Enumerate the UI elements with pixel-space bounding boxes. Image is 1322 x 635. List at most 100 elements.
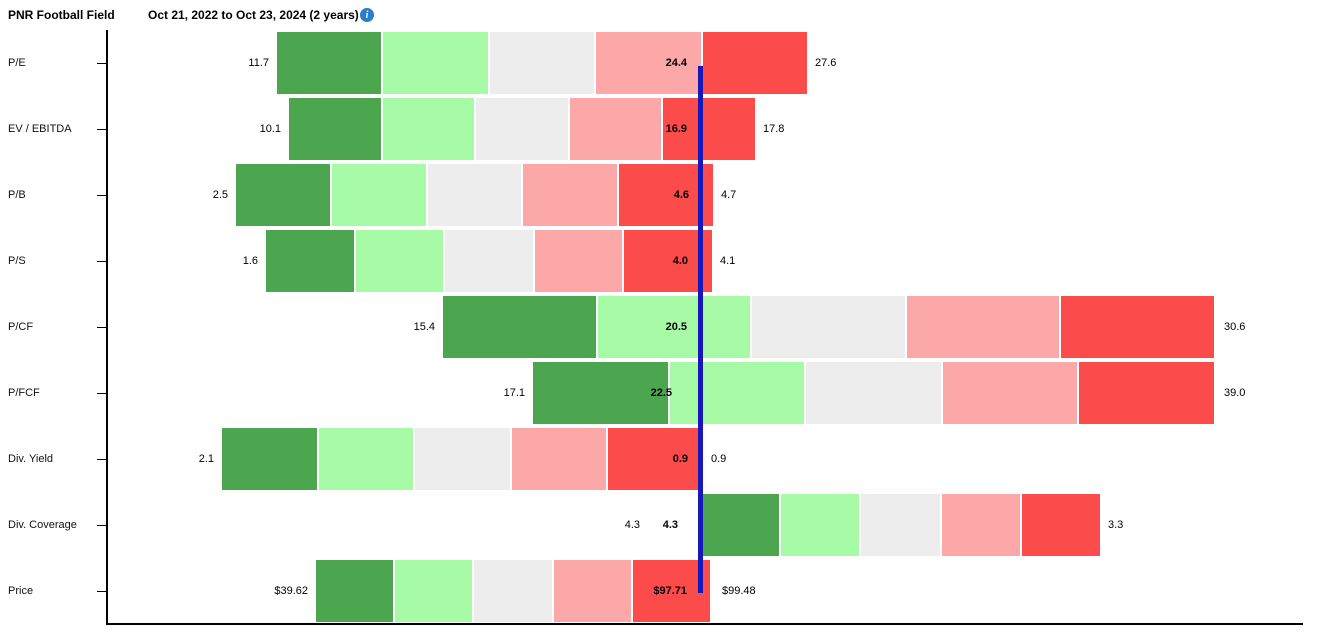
date-range-label: Oct 21, 2022 to Oct 23, 2024 (2 years): [148, 8, 359, 22]
high-value-label: 30.6: [1224, 321, 1246, 333]
value-bar: [533, 362, 1214, 424]
quintile-segment-green: [701, 494, 782, 556]
value-bar: [316, 560, 711, 622]
low-value-label: $39.62: [274, 585, 308, 597]
chart-row: EV / EBITDA 10.1 16.9 17.8: [0, 96, 1322, 162]
high-value-label: 0.9: [711, 453, 727, 465]
axis-tick: [97, 195, 106, 196]
info-icon[interactable]: i: [360, 8, 374, 22]
current-value-label: 20.5: [665, 321, 687, 333]
quintile-segment-gray: [806, 362, 943, 424]
quintile-segment-light-green: [318, 428, 416, 490]
quintile-segment-gray: [476, 98, 570, 160]
chart-row: Div. Yield 2.1 0.9 0.9: [0, 426, 1322, 492]
metric-label: P/B: [8, 189, 26, 201]
metric-label: Div. Yield: [8, 453, 54, 465]
current-value-label: $97.71: [653, 585, 687, 597]
y-axis-line: [106, 30, 108, 625]
quintile-segment-gray: [445, 230, 535, 292]
quintile-segment-light-red: [534, 230, 625, 292]
high-value-label: 39.0: [1224, 387, 1246, 399]
axis-tick: [97, 591, 106, 592]
chart-row: P/FCF 17.1 22.5 39.0: [0, 360, 1322, 426]
axis-tick: [97, 261, 106, 262]
quintile-segment-light-green: [781, 494, 862, 556]
axis-tick: [97, 459, 106, 460]
quintile-segment-light-red: [553, 560, 633, 622]
high-value-label: 27.6: [815, 57, 837, 69]
quintile-segment-green: [222, 428, 319, 490]
quintile-segment-green: [289, 98, 383, 160]
metric-label: Price: [8, 585, 34, 597]
quintile-segment-red: [624, 230, 712, 292]
value-bar: [266, 230, 712, 292]
chart-row: P/CF 15.4 20.5 30.6: [0, 294, 1322, 360]
value-bar: [443, 296, 1214, 358]
metric-label: EV / EBITDA: [8, 123, 72, 135]
chart-row: P/B 2.5 4.6 4.7: [0, 162, 1322, 228]
quintile-segment-red: [619, 164, 713, 226]
axis-tick: [97, 129, 106, 130]
current-value-label: 4.0: [672, 255, 688, 267]
high-value-label: $99.48: [722, 585, 756, 597]
current-value-label: 22.5: [650, 387, 672, 399]
low-value-label: 1.6: [242, 255, 258, 267]
quintile-segment-red: [632, 560, 711, 622]
quintile-segment-gray: [474, 560, 554, 622]
high-value-label: 17.8: [763, 123, 785, 135]
quintile-segment-gray: [861, 494, 942, 556]
low-value-label: 4.3: [624, 519, 640, 531]
quintile-segment-green: [266, 230, 356, 292]
current-value-label: 4.6: [673, 189, 689, 201]
quintile-segment-red: [1079, 362, 1214, 424]
value-bar: [222, 428, 703, 490]
quintile-segment-light-green: [395, 560, 475, 622]
value-bar: [277, 32, 808, 94]
quintile-segment-gray: [415, 428, 512, 490]
quintile-segment-gray: [427, 164, 524, 226]
axis-tick: [97, 63, 106, 64]
quintile-segment-light-green: [383, 32, 490, 94]
quintile-segment-red: [1061, 296, 1214, 358]
chart-row: Div. Coverage 4.3 4.3 3.3: [0, 492, 1322, 558]
quintile-segment-green: [277, 32, 384, 94]
quintile-segment-green: [316, 560, 396, 622]
axis-tick: [97, 393, 106, 394]
current-value-line: [698, 66, 703, 593]
quintile-segment-light-red: [511, 428, 609, 490]
low-value-label: 17.1: [503, 387, 525, 399]
quintile-segment-light-red: [906, 296, 1062, 358]
low-value-label: 2.1: [198, 453, 214, 465]
current-value-label: 4.3: [662, 519, 678, 531]
chart-header: PNR Football Field Oct 21, 2022 to Oct 2…: [0, 0, 1322, 30]
quintile-segment-green: [236, 164, 332, 226]
low-value-label: 2.5: [212, 189, 228, 201]
quintile-segment-gray: [752, 296, 907, 358]
current-value-label: 16.9: [665, 123, 687, 135]
quintile-segment-light-red: [596, 32, 703, 94]
quintile-segment-gray: [489, 32, 597, 94]
quintile-segment-red: [702, 32, 808, 94]
metric-label: Div. Coverage: [8, 519, 77, 531]
metric-label: P/FCF: [8, 387, 40, 399]
chart-row: Price $39.62 $97.71 $99.48: [0, 558, 1322, 624]
chart-row: P/E 11.7 24.4 27.6: [0, 30, 1322, 96]
axis-tick: [97, 327, 106, 328]
value-bar: [236, 164, 713, 226]
metric-label: P/S: [8, 255, 26, 267]
low-value-label: 10.1: [259, 123, 281, 135]
high-value-label: 4.1: [720, 255, 736, 267]
low-value-label: 11.7: [248, 57, 269, 69]
quintile-segment-light-red: [942, 362, 1080, 424]
chart-row: P/S 1.6 4.0 4.1: [0, 228, 1322, 294]
quintile-segment-green: [443, 296, 598, 358]
page-title: PNR Football Field: [8, 8, 115, 22]
high-value-label: 3.3: [1108, 519, 1124, 531]
value-bar: [289, 98, 755, 160]
current-value-label: 0.9: [672, 453, 688, 465]
quintile-segment-green: [533, 362, 670, 424]
quintile-segment-light-red: [523, 164, 620, 226]
metric-label: P/CF: [8, 321, 34, 333]
low-value-label: 15.4: [413, 321, 435, 333]
quintile-segment-light-red: [569, 98, 664, 160]
